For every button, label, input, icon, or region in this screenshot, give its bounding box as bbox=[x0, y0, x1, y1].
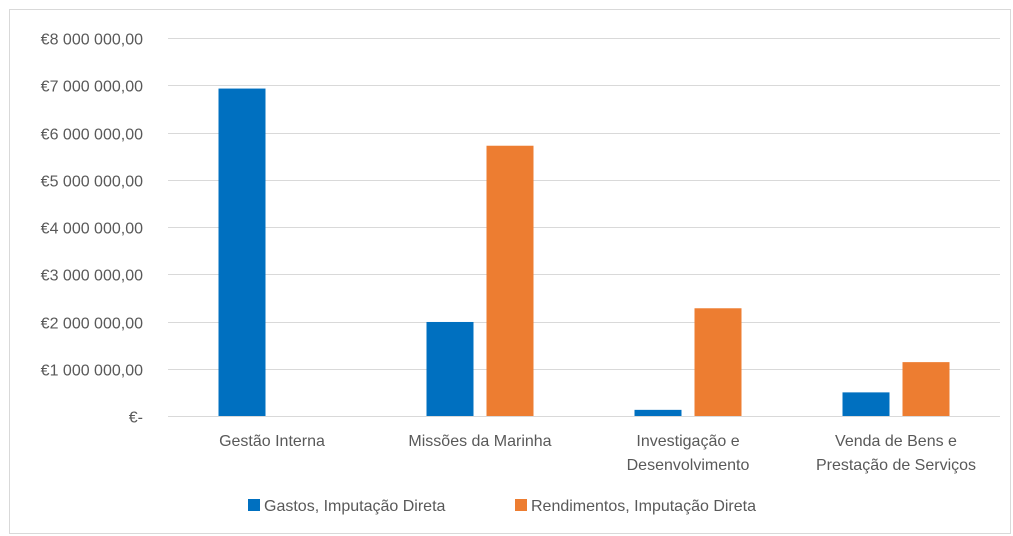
bar-gastos bbox=[634, 409, 682, 416]
y-tick-label: €3 000 000,00 bbox=[41, 268, 143, 285]
bar-rendimentos bbox=[902, 362, 950, 416]
y-tick-label: €8 000 000,00 bbox=[41, 32, 143, 49]
x-tick-label: Missões da Marinha bbox=[408, 433, 551, 450]
y-tick-label: €5 000 000,00 bbox=[41, 174, 143, 191]
legend-label: Rendimentos, Imputação Direta bbox=[531, 498, 756, 515]
x-tick-label: Prestação de Serviços bbox=[816, 457, 976, 474]
x-tick-label: Venda de Bens e bbox=[835, 433, 957, 450]
y-tick-label: €7 000 000,00 bbox=[41, 79, 143, 96]
x-tick-label: Investigação e bbox=[636, 433, 739, 450]
y-tick-label: €4 000 000,00 bbox=[41, 221, 143, 238]
bar-gastos bbox=[426, 321, 474, 416]
x-tick-label: Desenvolvimento bbox=[627, 457, 750, 474]
y-tick-label: €1 000 000,00 bbox=[41, 363, 143, 380]
x-tick-label: Gestão Interna bbox=[219, 433, 325, 450]
bar-rendimentos bbox=[694, 308, 742, 416]
legend-swatch bbox=[248, 499, 260, 511]
bar-rendimentos bbox=[486, 145, 534, 417]
bar-gastos bbox=[218, 88, 266, 417]
y-tick-label: €2 000 000,00 bbox=[41, 316, 143, 333]
y-tick-label: €- bbox=[129, 410, 143, 427]
legend-label: Gastos, Imputação Direta bbox=[264, 498, 446, 515]
y-tick-label: €6 000 000,00 bbox=[41, 127, 143, 144]
bar-gastos bbox=[842, 392, 890, 416]
legend-swatch bbox=[515, 499, 527, 511]
